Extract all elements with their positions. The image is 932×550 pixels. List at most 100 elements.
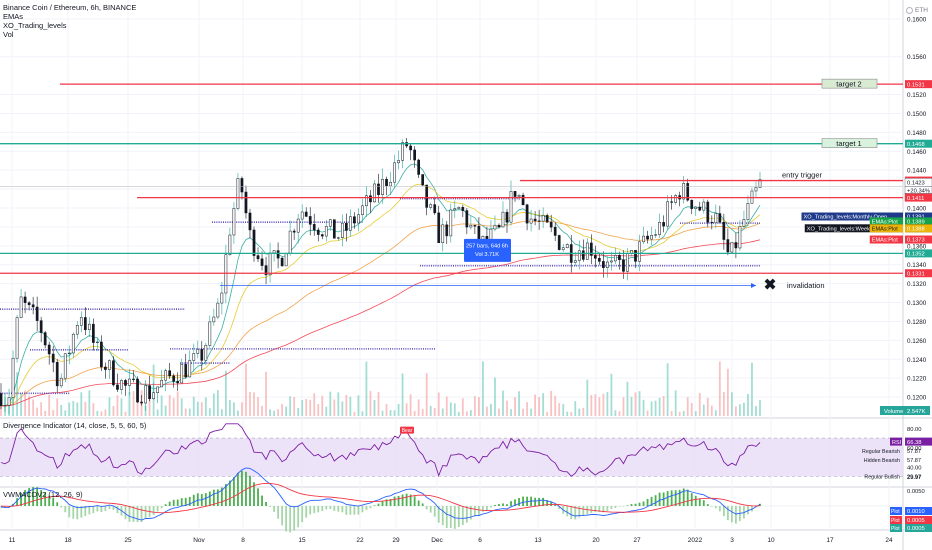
- macd-histogram-bar: [220, 487, 223, 506]
- volume-bar: [574, 401, 577, 416]
- indicator-xo-trading-levels[interactable]: XO_Trading_levels: [3, 21, 67, 30]
- candle-body: [746, 203, 750, 220]
- macd-histogram-bar: [393, 496, 396, 506]
- macd-histogram-bar: [84, 506, 87, 516]
- macd-histogram-bar: [261, 495, 263, 506]
- candle-body: [264, 265, 268, 276]
- price-axis-tick: 0.1520: [907, 92, 927, 99]
- volume-bar: [261, 405, 263, 416]
- macd-histogram-bar: [646, 498, 649, 506]
- volume-bar: [229, 400, 231, 416]
- volume-bar: [220, 409, 223, 416]
- macd-histogram-bar: [722, 506, 725, 517]
- candle-body: [361, 205, 364, 215]
- macd-axis-tick: 0.0050: [907, 489, 925, 495]
- volume-bar: [429, 405, 432, 416]
- volume-bar: [546, 411, 549, 416]
- macd-histogram-bar: [321, 506, 324, 512]
- candle-body: [525, 204, 529, 224]
- macd-histogram-bar: [341, 506, 344, 513]
- rsi-axis-tick: 29.97: [907, 475, 922, 481]
- rsi-legend-label: Regular Bearish: [862, 449, 900, 455]
- macd-histogram-bar: [309, 506, 312, 515]
- candle-body: [397, 160, 400, 164]
- candle-body: [385, 179, 388, 187]
- volume-bar: [658, 397, 661, 416]
- symbol-title[interactable]: Binance Coin / Ethereum, 6h, BINANCE: [3, 3, 137, 12]
- volume-bar: [317, 404, 320, 416]
- volume-bar: [502, 390, 504, 416]
- volume-bar: [542, 393, 545, 416]
- volume-bar: [473, 396, 476, 416]
- volume-bar: [321, 395, 324, 416]
- volume-bar: [192, 396, 195, 416]
- macd-value-label: 0.0010: [907, 509, 925, 515]
- price-axis-tick: 0.1200: [907, 395, 927, 402]
- candle-body: [718, 213, 722, 223]
- volume-bar: [417, 399, 420, 416]
- volume-bar: [686, 397, 689, 416]
- volume-bar: [477, 397, 480, 416]
- macd-histogram-bar: [674, 490, 677, 506]
- indicator-emas[interactable]: EMAs: [3, 12, 24, 21]
- volume-bar: [341, 401, 344, 416]
- candle-body: [336, 237, 340, 239]
- time-axis-label: 11: [9, 537, 16, 544]
- macd-histogram-bar: [32, 487, 35, 506]
- candle-body: [393, 162, 396, 183]
- macd-histogram-bar: [618, 506, 621, 507]
- candle-body: [19, 296, 23, 318]
- candle-body: [0, 393, 3, 407]
- candle-body: [3, 405, 7, 407]
- volume-bar: [469, 410, 472, 416]
- volume-bar: [538, 397, 541, 416]
- candle-body: [11, 357, 15, 398]
- candle-body: [345, 222, 348, 231]
- volume-bar: [638, 391, 641, 416]
- macd-histogram-bar: [172, 499, 175, 506]
- volume-bar: [100, 411, 103, 416]
- price-axis-tick: 0.1360: [907, 243, 927, 250]
- macd-histogram-bar: [333, 506, 336, 511]
- macd-histogram-bar: [726, 506, 729, 521]
- macd-histogram-bar: [24, 490, 26, 506]
- macd-histogram-bar: [494, 504, 496, 506]
- candle-body: [738, 226, 742, 249]
- volume-bar: [747, 393, 749, 416]
- candle-body: [316, 229, 320, 235]
- macd-histogram-bar: [373, 505, 376, 506]
- macd-histogram-bar: [44, 492, 47, 506]
- rsi-pane-title[interactable]: Divergence Indicator (14, close, 5, 5, 6…: [3, 421, 147, 430]
- candle-body: [252, 229, 256, 256]
- macd-histogram-bar: [578, 506, 581, 518]
- candle-body: [300, 211, 304, 220]
- volume-bar: [297, 408, 300, 416]
- volume-bar: [208, 408, 211, 416]
- macd-histogram-bar: [80, 506, 83, 518]
- volume-bar: [301, 399, 304, 416]
- volume-bar: [385, 404, 388, 416]
- candle-body: [35, 306, 39, 321]
- macd-histogram-bar: [498, 504, 500, 506]
- measure-vol-label: Vol 3.71K: [475, 252, 499, 258]
- currency-selector[interactable]: ETH: [906, 4, 928, 16]
- indicator-vol[interactable]: Vol: [3, 30, 14, 39]
- measure-tooltip: 257 bars, 64d 6h Vol 3.71K: [464, 238, 511, 262]
- macd-histogram-bar: [461, 506, 464, 526]
- candle-body: [413, 149, 416, 161]
- macd-histogram-bar: [100, 506, 103, 513]
- macd-histogram-bar: [702, 500, 705, 506]
- invalidation-x-icon: ✖: [764, 277, 777, 294]
- candle-body: [196, 349, 200, 354]
- macd-pane-title[interactable]: VWMACDV2 (12, 26, 9): [3, 490, 83, 499]
- volume-bar: [735, 406, 737, 416]
- volume-bar: [305, 398, 308, 416]
- side-label-text: EMAs:Plot: [872, 220, 899, 226]
- volume-bar: [445, 396, 448, 416]
- macd-histogram-bar: [486, 506, 488, 511]
- price-label-box: [905, 217, 932, 226]
- volume-bar: [120, 398, 123, 416]
- side-label-text: EMAs:Plot: [872, 238, 899, 244]
- volume-bar: [610, 373, 613, 416]
